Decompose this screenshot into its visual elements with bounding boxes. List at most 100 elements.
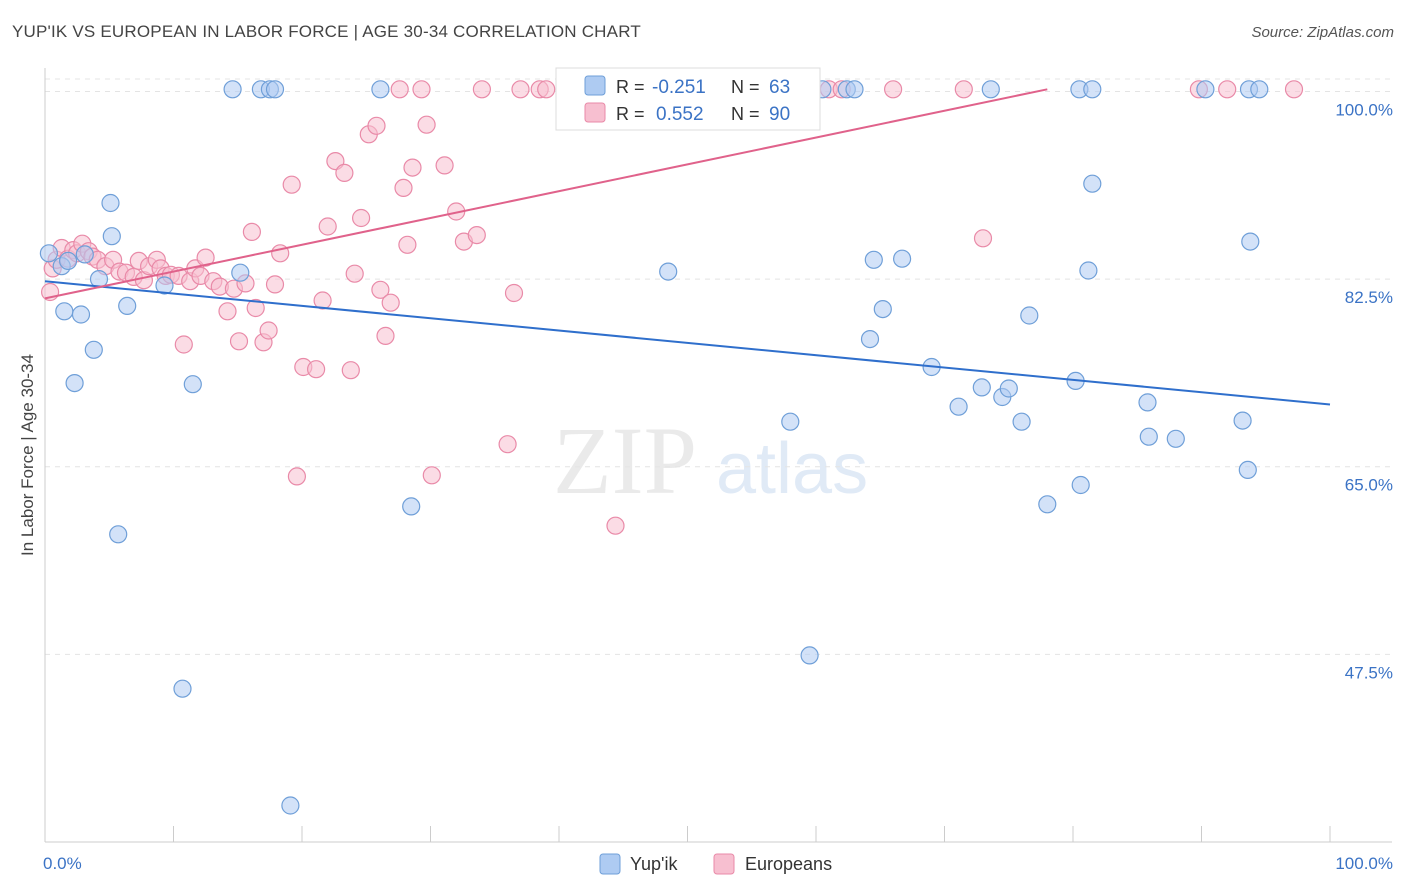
europeans-point xyxy=(467,226,486,245)
yupik-point xyxy=(800,646,819,665)
yupik-point xyxy=(55,302,74,321)
legend-r-label-2: R = xyxy=(616,104,645,124)
yupik-point xyxy=(1012,412,1031,431)
yupik-point xyxy=(75,245,94,264)
europeans-point xyxy=(417,115,436,134)
yupik-point xyxy=(39,244,59,263)
europeans-trend-line xyxy=(44,88,1048,300)
legend-n-value-2: 90 xyxy=(769,104,790,125)
bottom-legend: Yup'ik Europeans xyxy=(599,853,832,875)
yupik-point xyxy=(1038,495,1057,514)
europeans-point xyxy=(435,156,454,175)
europeans-point xyxy=(242,222,261,241)
europeans-point xyxy=(381,293,400,312)
europeans-point xyxy=(265,275,285,294)
europeans-point xyxy=(307,360,326,379)
europeans-point xyxy=(246,298,265,318)
europeans-point xyxy=(341,361,360,380)
europeans-point xyxy=(883,80,903,99)
europeans-point xyxy=(398,235,417,254)
yupik-point xyxy=(118,296,137,315)
europeans-point xyxy=(376,326,395,345)
yupik-point xyxy=(183,375,202,394)
europeans-point xyxy=(345,264,364,283)
yupik-point xyxy=(1233,411,1252,430)
yupik-point xyxy=(402,497,421,516)
europeans-point xyxy=(313,291,332,310)
y-tick-label-1: 65.0% xyxy=(1345,476,1393,495)
yupik-point xyxy=(84,340,103,359)
yupik-point xyxy=(155,276,174,295)
europeans-point xyxy=(498,435,517,454)
yupik-point xyxy=(864,250,883,269)
y-tick-label-3: 100.0% xyxy=(1335,100,1393,119)
yupik-point xyxy=(58,251,78,270)
europeans-point xyxy=(282,175,301,194)
europeans-point xyxy=(390,80,409,99)
chart-title: YUP'IK VS EUROPEAN IN LABOR FORCE | AGE … xyxy=(12,22,641,41)
yupik-point xyxy=(65,374,84,393)
yupik-point xyxy=(223,80,242,99)
yupik-point xyxy=(71,305,91,324)
yupik-point xyxy=(999,379,1018,398)
yupik-point xyxy=(892,249,912,268)
yupik-point xyxy=(101,193,120,213)
x-tick-label-1: 100.0% xyxy=(1335,854,1393,873)
yupik-point xyxy=(1250,80,1269,99)
bottom-legend-swatch-yupik xyxy=(599,853,621,875)
y-tick-label-2: 82.5% xyxy=(1345,288,1393,307)
legend-swatch-yupik xyxy=(584,75,606,96)
yupik-point xyxy=(1139,427,1158,446)
yupik-point xyxy=(371,80,390,99)
europeans-point xyxy=(537,80,556,99)
europeans-point xyxy=(1284,80,1304,99)
yupik-point xyxy=(1079,261,1098,280)
yupik-point xyxy=(1238,460,1257,479)
y-axis-label: In Labor Force | Age 30-34 xyxy=(18,354,37,556)
europeans-point xyxy=(472,80,491,99)
bottom-legend-europeans: Europeans xyxy=(745,854,832,874)
yupik-point xyxy=(860,330,880,349)
europeans-point xyxy=(606,516,625,535)
yupik-point xyxy=(1241,232,1260,251)
europeans-point xyxy=(973,229,993,248)
yupik-point xyxy=(1138,393,1157,412)
yupik-point xyxy=(281,796,300,815)
source-credit: Source: ZipAtlas.com xyxy=(1251,24,1394,41)
yupik-point xyxy=(109,525,128,544)
europeans-point xyxy=(287,467,306,486)
yupik-point xyxy=(972,378,991,397)
yupik-point xyxy=(845,80,864,99)
europeans-point xyxy=(954,80,973,99)
europeans-point xyxy=(218,302,237,321)
europeans-point xyxy=(403,158,422,177)
x-tick-label-0: 0.0% xyxy=(43,854,82,873)
yupik-point xyxy=(231,263,250,282)
yupik-point xyxy=(781,412,800,431)
europeans-point xyxy=(259,321,278,340)
legend-n-label-2: N = xyxy=(731,104,760,124)
europeans-point xyxy=(229,332,249,351)
watermark: ZIP atlas xyxy=(553,407,868,514)
europeans-point xyxy=(371,280,390,299)
europeans-point xyxy=(335,163,354,182)
legend-n-value-1: 63 xyxy=(769,77,790,98)
legend-r-value-1: -0.251 xyxy=(652,77,706,98)
europeans-point xyxy=(422,466,441,485)
bottom-legend-yupik: Yup'ik xyxy=(630,854,678,874)
yupik-point xyxy=(1083,174,1102,193)
y-tick-label-0: 47.5% xyxy=(1345,663,1393,682)
bottom-legend-swatch-europeans xyxy=(713,853,735,875)
europeans-point xyxy=(394,178,413,197)
watermark-atlas: atlas xyxy=(716,429,868,509)
europeans-point xyxy=(318,217,337,236)
europeans-point xyxy=(1218,80,1237,99)
yupik-trend-line xyxy=(44,280,1331,406)
europeans-point xyxy=(367,116,386,135)
yupik-point xyxy=(102,227,121,246)
legend-swatch-europeans xyxy=(584,102,606,123)
europeans-point xyxy=(196,248,215,267)
europeans-point xyxy=(511,80,530,99)
yupik-point xyxy=(981,80,1000,99)
